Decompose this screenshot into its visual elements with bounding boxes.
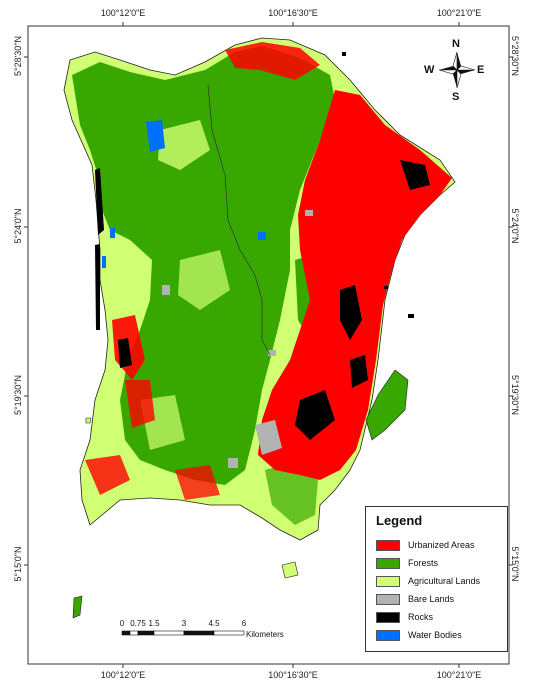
scale-bar: 0 0.75 1.5 3 4.5 6 Kilometers: [118, 619, 328, 643]
coord-bottom-2: 100°16'30"E: [268, 670, 318, 680]
scale-tick-label: 0: [119, 619, 125, 628]
scale-unit-label: Kilometers: [246, 630, 284, 639]
compass-west-label: W: [424, 64, 435, 76]
legend-box: Legend Urbanized Areas Forests Agricultu…: [365, 506, 508, 652]
agri-patch: [178, 250, 230, 310]
scale-tick-label: 4.5: [208, 619, 220, 628]
scale-tick-label: 0.75: [130, 619, 146, 628]
coord-top-3: 100°21'0"E: [436, 8, 482, 18]
urban-southwest: [85, 455, 130, 495]
legend-swatch-bare: [376, 593, 400, 605]
legend-swatch-forest: [376, 557, 400, 569]
coord-left-4: 5°15'0"N: [13, 546, 23, 582]
rocks-clusters: [95, 52, 430, 440]
coord-bottom-1: 100°12'0"E: [100, 670, 146, 680]
legend-item: Urbanized Areas: [376, 538, 475, 552]
islet-west: [85, 417, 92, 424]
legend-swatch-urban: [376, 539, 400, 551]
north-arrow-icon: [438, 51, 476, 89]
compass-north-label: N: [452, 38, 460, 50]
islet-south: [281, 561, 299, 579]
legend-label: Rocks: [408, 612, 434, 622]
scale-bar-graphic: [121, 630, 245, 636]
legend-swatch-agricultural: [376, 575, 400, 587]
coord-top-1: 100°12'0"E: [100, 8, 146, 18]
river-line: [207, 84, 271, 356]
coord-right-3: 5°19'30"N: [510, 374, 520, 416]
coord-bottom-3: 100°21'0"E: [436, 670, 482, 680]
graticule-ticks: [24, 22, 513, 668]
legend-item: Water Bodies: [376, 628, 462, 642]
urban-west: [125, 380, 155, 428]
legend-title: Legend: [376, 513, 423, 528]
compass-east-label: E: [477, 64, 485, 76]
islet-east: [365, 369, 409, 441]
scale-tick-label: 1.5: [148, 619, 160, 628]
bare-lands: [162, 210, 313, 468]
legend-swatch-rocks: [376, 611, 400, 623]
legend-item: Forests: [376, 556, 438, 570]
legend-item: Rocks: [376, 610, 433, 624]
coord-right-4: 5°15'0"N: [510, 546, 520, 582]
legend-label: Urbanized Areas: [408, 540, 475, 550]
coord-left-3: 5°19'30"N: [13, 374, 23, 416]
legend-label: Bare Lands: [408, 594, 455, 604]
urban-north: [225, 42, 320, 80]
scale-tick-label: 3: [181, 619, 187, 628]
coord-right-1: 5°28'30"N: [510, 35, 520, 77]
legend-label: Agricultural Lands: [408, 576, 481, 586]
water-bodies: [102, 120, 266, 268]
legend-swatch-water: [376, 629, 400, 641]
scale-tick-label: 6: [241, 619, 247, 628]
coord-top-2: 100°16'30"E: [268, 8, 318, 18]
agri-patch: [158, 120, 210, 170]
legend-label: Forests: [408, 558, 439, 568]
legend-item: Bare Lands: [376, 592, 454, 606]
legend-label: Water Bodies: [408, 630, 462, 640]
compass-south-label: S: [452, 91, 460, 103]
coord-right-2: 5°24'0"N: [510, 208, 520, 244]
legend-item: Agricultural Lands: [376, 574, 480, 588]
urban-south: [175, 465, 220, 500]
coord-left-1: 5°28'30"N: [13, 35, 23, 77]
islet-southwest: [72, 595, 83, 619]
forest-patch: [265, 460, 318, 525]
coord-left-2: 5°24'0"N: [13, 208, 23, 244]
